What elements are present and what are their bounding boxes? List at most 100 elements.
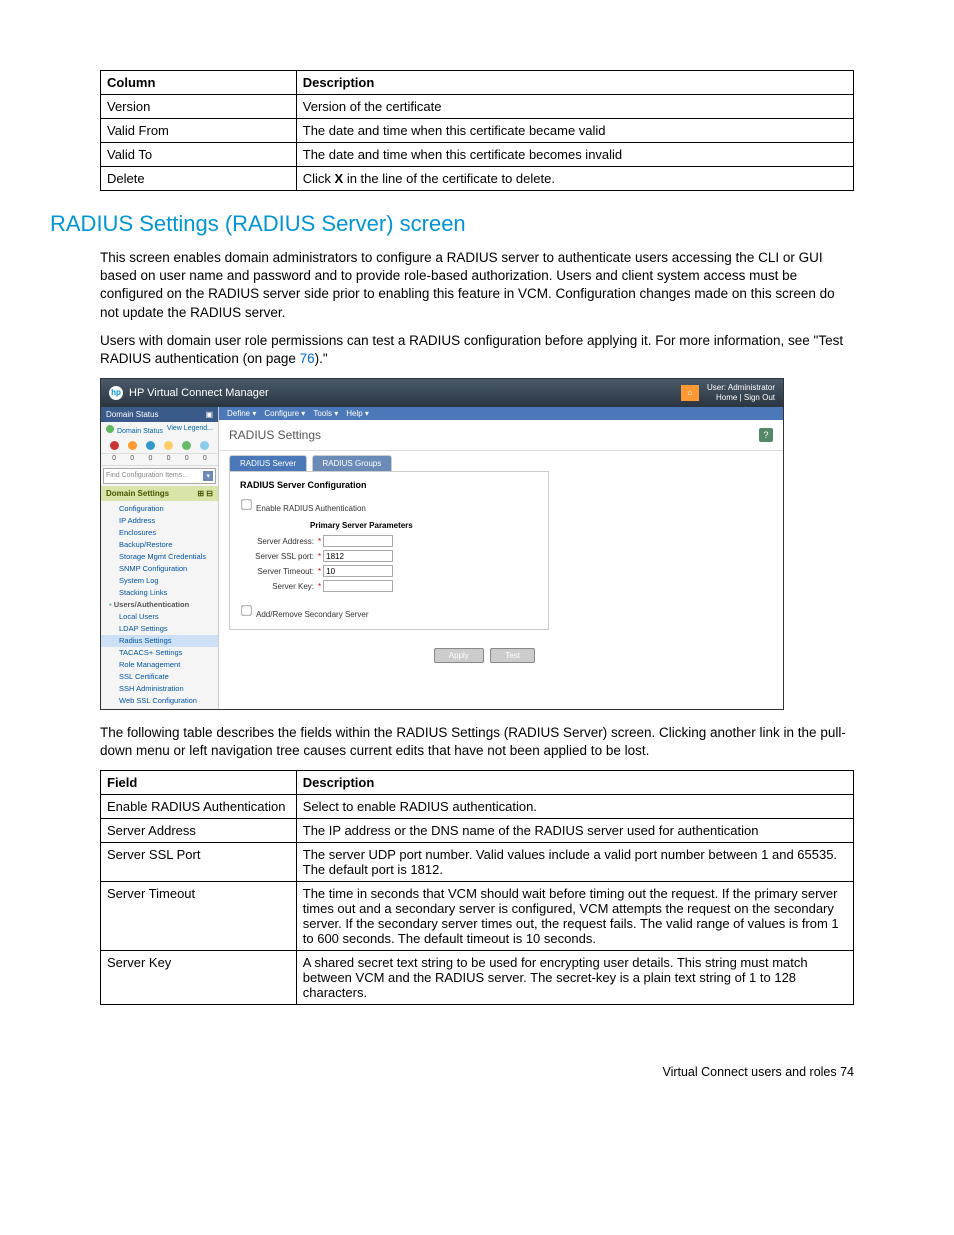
menu-item[interactable]: Tools ▾ bbox=[313, 409, 338, 418]
form-row: Server SSL port:* bbox=[240, 549, 538, 564]
domain-status-text: Domain Status bbox=[117, 428, 163, 435]
sidebar-item[interactable]: Configuration bbox=[101, 503, 218, 515]
radius-settings-screenshot: hp HP Virtual Connect Manager ⌂ User: Ad… bbox=[100, 378, 784, 709]
certificate-columns-table: Column Description VersionVersion of the… bbox=[100, 70, 854, 191]
paragraph-2: Users with domain user role permissions … bbox=[100, 332, 854, 368]
domain-status-header[interactable]: Domain Status ▣ bbox=[101, 407, 218, 422]
main-content: Define ▾ Configure ▾ Tools ▾ Help ▾ RADIUS … bbox=[219, 407, 783, 709]
status-count: 0 bbox=[148, 455, 152, 462]
status-icon-row bbox=[101, 438, 218, 454]
status-icon bbox=[146, 441, 155, 450]
home-icon[interactable]: ⌂ bbox=[681, 385, 699, 401]
form-label: Server Key: bbox=[240, 582, 318, 591]
table-row: Server SSL PortThe server UDP port numbe… bbox=[101, 842, 854, 881]
test-button[interactable]: Test bbox=[490, 648, 535, 663]
section-heading: RADIUS Settings (RADIUS Server) screen bbox=[50, 211, 854, 237]
table-row: VersionVersion of the certificate bbox=[101, 95, 854, 119]
required-asterisk: * bbox=[318, 567, 321, 576]
para2-pre: Users with domain user role permissions … bbox=[100, 333, 843, 366]
th-column: Column bbox=[101, 71, 297, 95]
page-link[interactable]: 76 bbox=[300, 351, 315, 366]
page-title: RADIUS Settings bbox=[229, 428, 321, 442]
sidebar-item[interactable]: SSL Certificate bbox=[101, 671, 218, 683]
status-count: 0 bbox=[203, 455, 207, 462]
find-config-input[interactable]: Find Configuration Items... ▾ bbox=[103, 468, 216, 484]
status-icon bbox=[182, 441, 191, 450]
nav-tree: ConfigurationIP AddressEnclosuresBackup/… bbox=[101, 501, 218, 709]
sidebar-item[interactable]: Storage Mgmt Credentials bbox=[101, 551, 218, 563]
th-description: Description bbox=[296, 71, 853, 95]
view-legend-link[interactable]: View Legend... bbox=[167, 425, 213, 435]
sidebar-item[interactable]: IP Address bbox=[101, 515, 218, 527]
table-row: Valid FromThe date and time when this ce… bbox=[101, 119, 854, 143]
table-row: DeleteClick X in the line of the certifi… bbox=[101, 167, 854, 191]
enable-radius-check-input[interactable] bbox=[241, 499, 251, 509]
form-row: Server Timeout:* bbox=[240, 564, 538, 579]
radius-fields-table: Field Description Enable RADIUS Authenti… bbox=[100, 770, 854, 1005]
nav-controls-icon[interactable]: ⊞ ⊟ bbox=[197, 489, 213, 498]
menu-item[interactable]: Help ▾ bbox=[346, 409, 369, 418]
menu-item[interactable]: Configure ▾ bbox=[264, 409, 305, 418]
help-icon[interactable]: ? bbox=[759, 428, 773, 442]
status-icon bbox=[164, 441, 173, 450]
page-footer: Virtual Connect users and roles 74 bbox=[100, 1065, 854, 1079]
status-icon bbox=[110, 441, 119, 450]
sidebar-item: Users/Authentication bbox=[101, 599, 218, 611]
sidebar-item[interactable]: Backup/Restore bbox=[101, 539, 218, 551]
status-count: 0 bbox=[130, 455, 134, 462]
find-go-button[interactable]: ▾ bbox=[203, 471, 213, 481]
user-label: User: Administrator bbox=[707, 383, 775, 392]
form-input[interactable] bbox=[323, 535, 393, 547]
panel-title: RADIUS Server Configuration bbox=[240, 480, 538, 496]
form-label: Server Timeout: bbox=[240, 567, 318, 576]
sidebar-item[interactable]: LDAP Settings bbox=[101, 623, 218, 635]
home-signout-links[interactable]: Home | Sign Out bbox=[716, 393, 775, 402]
sidebar-item[interactable]: SNMP Configuration bbox=[101, 563, 218, 575]
app-titlebar: hp HP Virtual Connect Manager ⌂ User: Ad… bbox=[101, 379, 783, 406]
th-desc2: Description bbox=[296, 770, 853, 794]
required-asterisk: * bbox=[318, 537, 321, 546]
form-input[interactable] bbox=[323, 565, 393, 577]
tab-strip: RADIUS Server RADIUS Groups bbox=[219, 451, 783, 471]
form-row: Server Address:* bbox=[240, 534, 538, 549]
paragraph-1: This screen enables domain administrator… bbox=[100, 249, 854, 322]
form-row: Server Key:* bbox=[240, 579, 538, 594]
sidebar-item[interactable]: Enclosures bbox=[101, 527, 218, 539]
status-count: 0 bbox=[167, 455, 171, 462]
apply-button[interactable]: Apply bbox=[434, 648, 484, 663]
sidebar-item[interactable]: Stacking Links bbox=[101, 587, 218, 599]
collapse-icon[interactable]: ▣ bbox=[205, 410, 213, 419]
secondary-check-input[interactable] bbox=[241, 605, 251, 615]
sidebar-item[interactable]: Radius Settings bbox=[101, 635, 218, 647]
sidebar-item[interactable]: Web SSL Configuration bbox=[101, 695, 218, 707]
status-icon bbox=[200, 441, 209, 450]
tab-radius-groups[interactable]: RADIUS Groups bbox=[312, 455, 393, 471]
table-row: Server AddressThe IP address or the DNS … bbox=[101, 818, 854, 842]
hp-logo-icon: hp bbox=[109, 386, 123, 400]
form-input[interactable] bbox=[323, 580, 393, 592]
sidebar-item[interactable]: Role Management bbox=[101, 659, 218, 671]
config-panel: RADIUS Server Configuration Enable RADIU… bbox=[229, 471, 549, 630]
form-input[interactable] bbox=[323, 550, 393, 562]
status-count: 0 bbox=[185, 455, 189, 462]
app-title: HP Virtual Connect Manager bbox=[129, 387, 269, 399]
menu-item[interactable]: Define ▾ bbox=[227, 409, 256, 418]
table-row: Server TimeoutThe time in seconds that V… bbox=[101, 881, 854, 950]
menu-bar[interactable]: Define ▾ Configure ▾ Tools ▾ Help ▾ bbox=[219, 407, 783, 420]
sidebar-item[interactable]: SSH Administration bbox=[101, 683, 218, 695]
secondary-server-checkbox[interactable]: Add/Remove Secondary Server bbox=[240, 602, 538, 621]
enable-radius-checkbox[interactable]: Enable RADIUS Authentication bbox=[240, 496, 538, 515]
form-label: Server SSL port: bbox=[240, 552, 318, 561]
sidebar-item[interactable]: TACACS+ Settings bbox=[101, 647, 218, 659]
status-icon bbox=[128, 441, 137, 450]
status-count: 0 bbox=[112, 455, 116, 462]
status-ok-icon bbox=[106, 425, 114, 433]
form-section-title: Primary Server Parameters bbox=[240, 515, 538, 534]
sidebar-item[interactable]: System Log bbox=[101, 575, 218, 587]
tab-radius-server[interactable]: RADIUS Server bbox=[229, 455, 307, 471]
nav-section-header[interactable]: Domain Settings ⊞ ⊟ bbox=[101, 486, 218, 501]
sidebar-item[interactable]: Local Users bbox=[101, 611, 218, 623]
sidebar: Domain Status ▣ Domain Status View Legen… bbox=[101, 407, 219, 709]
paragraph-3: The following table describes the fields… bbox=[100, 724, 854, 760]
required-asterisk: * bbox=[318, 552, 321, 561]
